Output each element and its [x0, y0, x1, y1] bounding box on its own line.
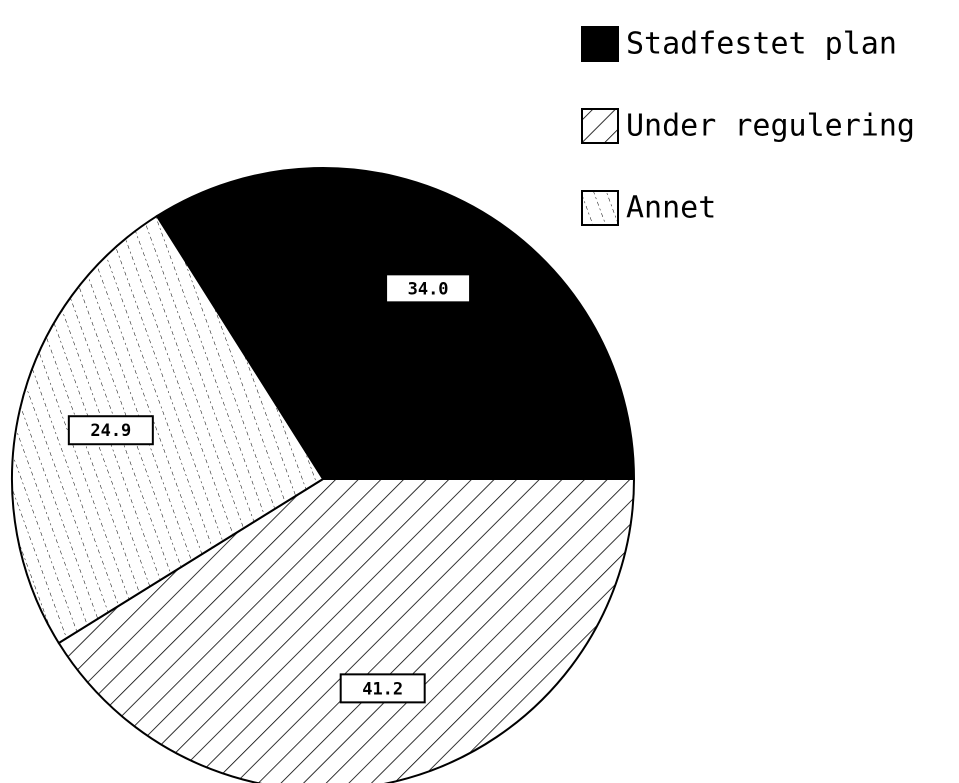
value-label-box [385, 273, 472, 304]
legend-swatch [581, 190, 619, 226]
legend-swatch [581, 26, 619, 62]
value-label-box [67, 415, 154, 446]
legend-text: Stadfestet plan [626, 27, 897, 62]
pie-slice [11, 214, 325, 645]
value-label-box [339, 673, 426, 704]
pie-slice [57, 478, 636, 783]
value-label: 24.9 [90, 421, 131, 441]
value-label: 41.2 [362, 679, 403, 699]
legend-text: Under regulering [626, 109, 915, 144]
legend-text: Annet [626, 191, 716, 226]
pie-slice [155, 167, 636, 480]
legend-swatch [581, 108, 619, 144]
value-label: 34.0 [408, 279, 449, 299]
